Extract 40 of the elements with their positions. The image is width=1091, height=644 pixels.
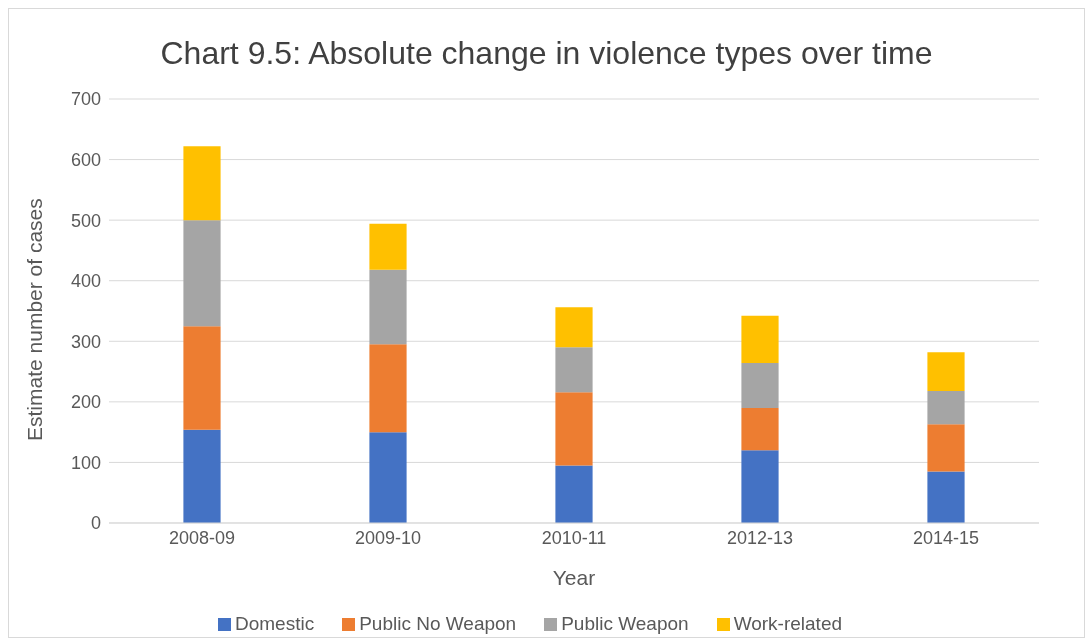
x-tick-label: 2014-15 bbox=[912, 527, 980, 548]
y-tick-label: 0 bbox=[90, 513, 101, 534]
bar bbox=[183, 429, 221, 523]
bar bbox=[183, 146, 221, 221]
chart-title: Chart 9.5: Absolute change in violence types over time bbox=[159, 35, 934, 73]
x-tick-label: 2012-13 bbox=[726, 527, 794, 548]
x-axis-title: Year bbox=[552, 566, 596, 589]
bar bbox=[183, 326, 221, 430]
bar bbox=[369, 223, 407, 270]
legend-label: Work-related bbox=[733, 613, 843, 634]
y-tick-label: 700 bbox=[70, 89, 101, 110]
bar bbox=[927, 352, 965, 391]
bar bbox=[741, 315, 779, 364]
legend-label: Public Weapon bbox=[561, 613, 689, 634]
y-tick-label: 300 bbox=[70, 331, 101, 352]
bar bbox=[555, 307, 593, 348]
x-tick-label: 2008-09 bbox=[168, 527, 236, 548]
legend-label: Domestic bbox=[234, 613, 315, 634]
bar bbox=[927, 390, 965, 425]
y-tick-label: 600 bbox=[70, 149, 101, 170]
bar bbox=[555, 347, 593, 393]
bar bbox=[927, 471, 965, 523]
bar bbox=[555, 392, 593, 466]
x-tick-label: 2010-11 bbox=[541, 527, 607, 548]
bar bbox=[555, 465, 593, 523]
bar bbox=[741, 450, 779, 523]
x-tick-label: 2009-10 bbox=[354, 527, 422, 548]
bar bbox=[369, 269, 407, 345]
bar bbox=[741, 363, 779, 408]
bar bbox=[741, 407, 779, 451]
bar bbox=[183, 220, 221, 327]
y-tick-label: 200 bbox=[70, 392, 101, 413]
y-tick-label: 400 bbox=[70, 271, 101, 292]
legend-label: Public No Weapon bbox=[359, 613, 517, 634]
bar bbox=[927, 424, 965, 472]
y-axis-title: Estimate number of cases bbox=[23, 198, 47, 441]
bar bbox=[369, 432, 407, 523]
y-tick-label: 500 bbox=[70, 210, 101, 231]
y-tick-label: 100 bbox=[70, 452, 101, 473]
bar bbox=[369, 344, 407, 433]
